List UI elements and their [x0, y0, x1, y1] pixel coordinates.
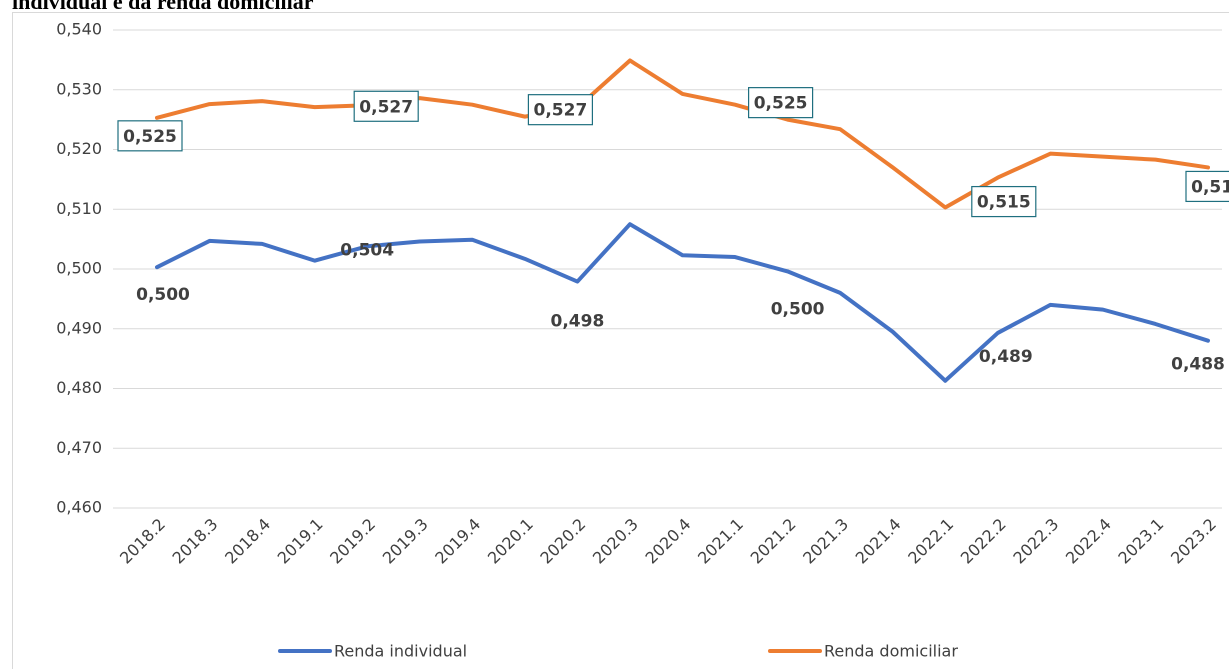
data-label-box	[1185, 170, 1229, 203]
data-label: 0,517	[1191, 177, 1229, 197]
y-tick-label: 0,480	[56, 378, 102, 397]
y-tick-label: 0,470	[56, 438, 102, 457]
data-label: 0,527	[534, 101, 588, 121]
y-tick-label: 0,460	[56, 498, 102, 517]
data-label-box	[747, 87, 814, 119]
data-label-box	[353, 90, 419, 122]
chart-frame	[12, 12, 1229, 669]
series-line	[155, 222, 1210, 383]
y-tick-label: 0,520	[56, 139, 102, 158]
y-tick-label: 0,510	[56, 199, 102, 218]
series-line	[155, 58, 1210, 210]
data-label-box	[117, 120, 183, 152]
data-label: 0,525	[123, 127, 177, 147]
y-tick-label: 0,490	[56, 318, 102, 337]
data-label-box	[971, 185, 1037, 218]
data-label: 0,504	[340, 240, 394, 260]
data-label: 0,525	[754, 94, 808, 114]
data-label: 0,489	[979, 347, 1033, 367]
data-label-box	[527, 94, 594, 126]
data-label: 0,500	[771, 299, 825, 319]
data-label: 0,500	[136, 285, 190, 305]
data-label: 0,488	[1171, 355, 1225, 375]
data-label: 0,527	[359, 97, 413, 117]
data-label: 0,515	[977, 193, 1031, 213]
legend-label: Renda individual	[334, 642, 467, 661]
y-tick-label: 0,540	[56, 20, 102, 39]
y-tick-label: 0,500	[56, 259, 102, 278]
data-label: 0,498	[551, 312, 605, 332]
legend-label: Renda domiciliar	[824, 642, 958, 661]
chart-title: individual e da renda domiciliar	[12, 0, 314, 14]
y-tick-label: 0,530	[56, 79, 102, 98]
